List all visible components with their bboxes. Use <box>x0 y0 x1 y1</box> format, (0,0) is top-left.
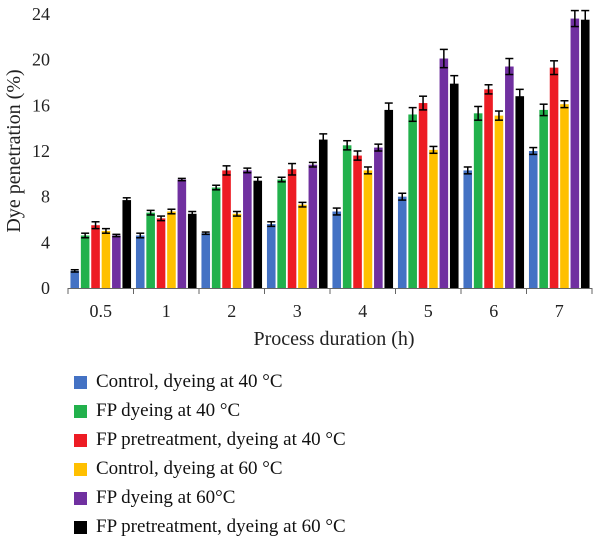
bar <box>463 170 473 288</box>
legend-swatch <box>74 520 87 534</box>
bar <box>473 113 483 288</box>
bar <box>156 218 166 288</box>
bar <box>408 114 417 288</box>
bar <box>201 233 211 288</box>
bar <box>580 19 590 288</box>
bar <box>222 170 231 288</box>
bar <box>167 211 176 288</box>
bar <box>397 196 407 288</box>
bar <box>298 204 307 288</box>
legend-item: FP dyeing at 40 °C <box>74 399 240 423</box>
bar <box>80 235 90 288</box>
bar <box>353 155 362 288</box>
bar <box>211 187 221 288</box>
y-axis-title: Dye penetration (%) <box>3 69 25 232</box>
bar <box>439 58 449 289</box>
bar <box>277 179 286 288</box>
y-tick-label: 20 <box>32 50 50 70</box>
bar <box>418 103 428 288</box>
bar <box>374 147 383 288</box>
bar <box>332 211 342 288</box>
legend-label: Control, dyeing at 60 °C <box>96 458 283 479</box>
bar <box>287 169 297 288</box>
legend-swatch <box>74 375 87 389</box>
bar <box>449 83 459 289</box>
bar <box>308 164 318 288</box>
bar <box>342 145 352 288</box>
legend-label: FP pretreatment, dyeing at 40 °C <box>96 429 346 450</box>
legend-label: FP dyeing at 40 °C <box>96 400 241 421</box>
y-tick-label: 4 <box>41 232 50 252</box>
legend-label: Control, dyeing at 40 °C <box>96 371 283 392</box>
bar <box>539 109 548 289</box>
bar <box>528 151 538 288</box>
bar <box>112 235 121 288</box>
bar <box>91 225 100 288</box>
y-tick-label: 16 <box>32 95 50 115</box>
x-tick-label: 1 <box>162 301 171 321</box>
y-tick-label: 0 <box>41 278 50 298</box>
legend-item: FP pretreatment, dyeing at 60 °C <box>74 515 346 539</box>
bar <box>243 170 252 288</box>
bar <box>363 170 373 288</box>
bar <box>505 66 514 289</box>
legend-item: Control, dyeing at 40 °C <box>74 370 283 394</box>
x-tick-label: 2 <box>227 301 236 321</box>
x-axis-title: Process duration (h) <box>253 328 414 350</box>
y-tick-label: 12 <box>32 141 50 161</box>
legend-item: FP pretreatment, dyeing at 40 °C <box>74 428 346 452</box>
bar <box>70 270 80 288</box>
bar <box>429 149 438 288</box>
bar <box>101 230 111 288</box>
y-axis-ticks: 0 4 8 12 16 20 24 <box>32 4 50 298</box>
legend-swatch <box>74 491 87 505</box>
bar <box>318 139 328 288</box>
x-tick-label: 3 <box>293 301 302 321</box>
legend-swatch <box>74 404 87 418</box>
bar <box>560 104 569 288</box>
y-tick-label: 8 <box>41 187 50 207</box>
bar-series <box>70 9 590 289</box>
bar <box>484 89 493 288</box>
x-tick-label: 7 <box>555 301 564 321</box>
bar <box>177 179 187 288</box>
x-tick-label: 5 <box>424 301 433 321</box>
bar <box>384 109 394 289</box>
bar <box>549 67 559 289</box>
bar <box>253 180 263 288</box>
legend-label: FP pretreatment, dyeing at 60 °C <box>96 516 346 537</box>
legend-swatch <box>74 462 87 476</box>
bar <box>494 115 504 288</box>
y-tick-label: 24 <box>32 4 50 24</box>
bar <box>146 212 155 288</box>
bar <box>187 213 197 288</box>
bar <box>135 235 145 288</box>
bar <box>515 96 525 288</box>
legend-item: Control, dyeing at 60 °C <box>74 457 283 481</box>
legend-label: FP dyeing at 60°C <box>96 487 236 508</box>
bar <box>570 18 580 289</box>
bar <box>122 200 132 288</box>
legend-swatch <box>74 433 87 447</box>
x-axis-ticks: 0.5 1 2 3 4 5 6 7 <box>67 288 593 321</box>
x-tick-label: 4 <box>358 301 367 321</box>
x-tick-label: 0.5 <box>90 301 113 321</box>
legend-item: FP dyeing at 60°C <box>74 486 235 510</box>
bar <box>266 224 276 288</box>
x-tick-label: 6 <box>489 301 498 321</box>
bar <box>232 213 242 288</box>
